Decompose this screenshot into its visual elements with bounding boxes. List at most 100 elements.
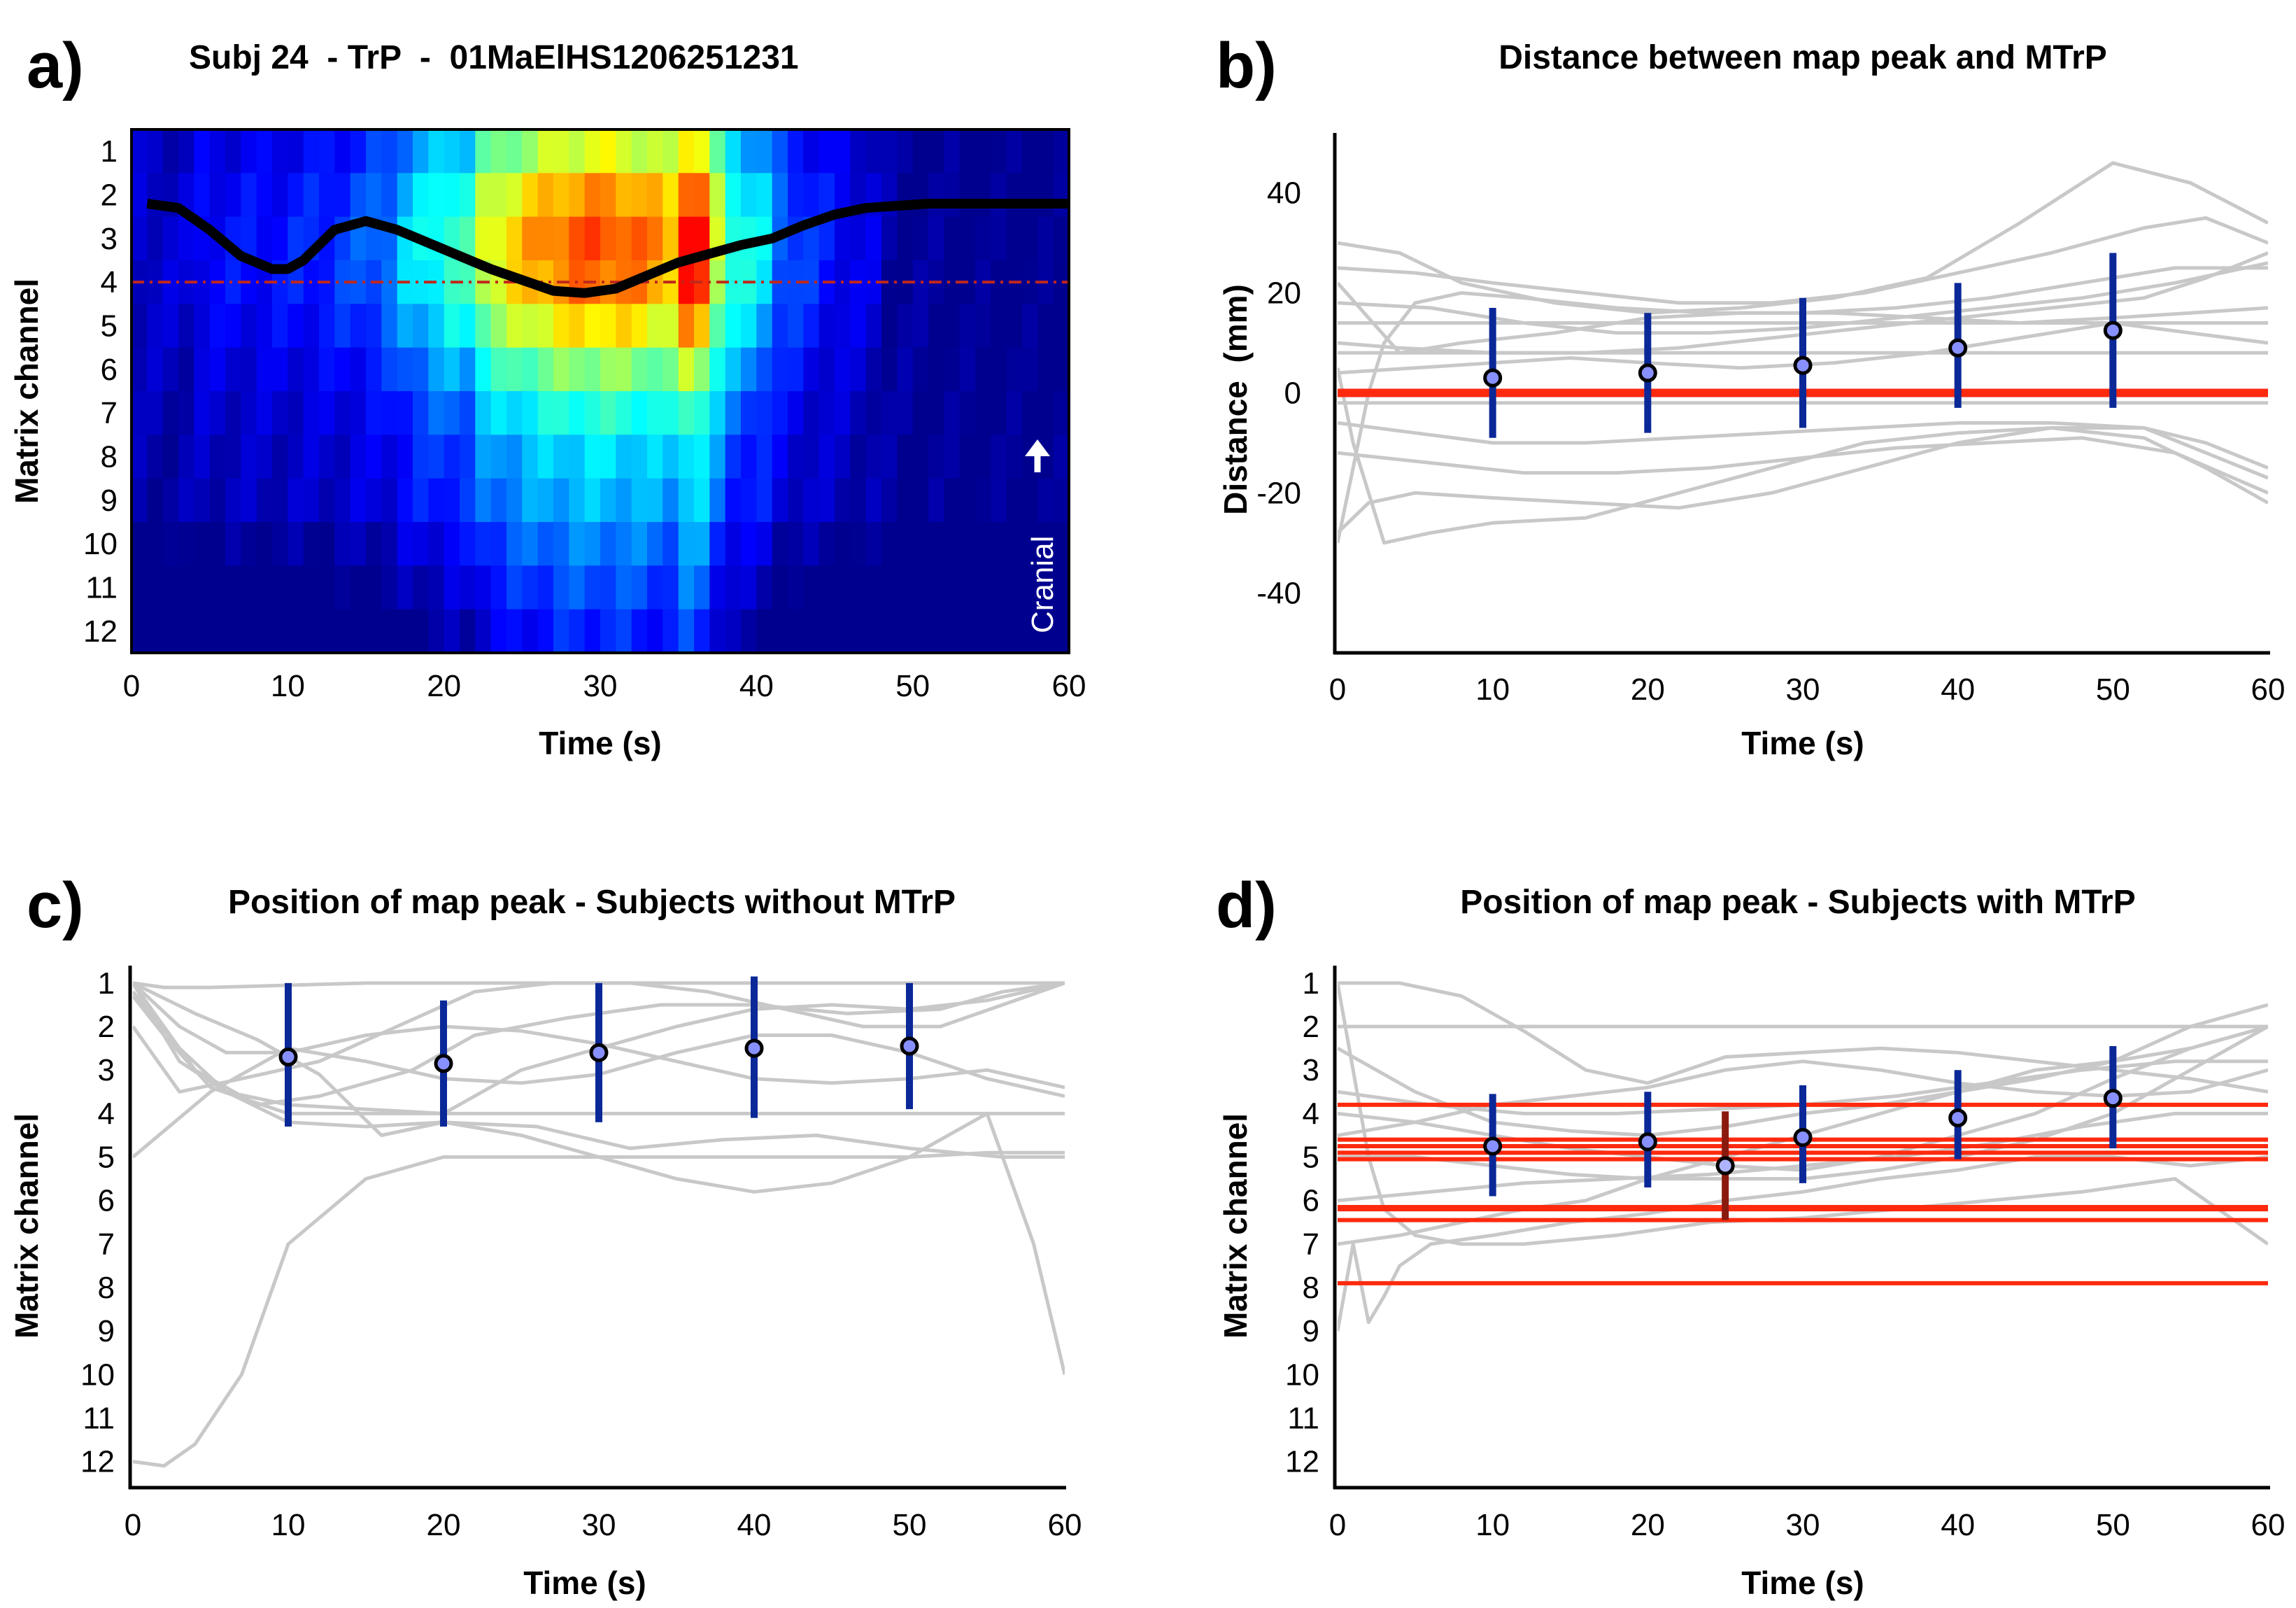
heatmap-cell xyxy=(428,129,445,174)
heatmap-cell xyxy=(881,522,898,567)
heatmap-cell xyxy=(132,435,148,479)
heatmap-cell xyxy=(241,304,257,348)
heatmap-cell xyxy=(991,129,1007,174)
mean-marker xyxy=(900,1036,919,1056)
heatmap-cell xyxy=(584,478,601,523)
heatmap-cell xyxy=(506,391,523,436)
heatmap-cell xyxy=(1053,129,1069,174)
y-tick-label: 12 xyxy=(83,614,118,649)
heatmap-cell xyxy=(741,565,758,610)
heatmap-cell xyxy=(537,129,554,174)
heatmap-cell xyxy=(1006,391,1023,436)
heatmap-cell xyxy=(1037,304,1054,348)
heatmap-cell xyxy=(709,304,726,348)
heatmap-cell xyxy=(334,609,351,653)
heatmap-cell xyxy=(865,391,882,436)
heatmap-cell xyxy=(865,260,882,305)
heatmap-cell xyxy=(1006,435,1023,479)
x-tick-label: 10 xyxy=(271,1508,306,1542)
heatmap-cell xyxy=(366,522,383,567)
heatmap-cell xyxy=(225,565,242,610)
heatmap-cell xyxy=(897,478,914,523)
heatmap-cell xyxy=(741,609,758,653)
heatmap-cell xyxy=(772,173,788,218)
heatmap-cell xyxy=(288,173,304,218)
heatmap-cell xyxy=(272,522,289,567)
heatmap-cell xyxy=(616,565,632,610)
heatmap-cell xyxy=(178,216,195,261)
heatmap-cell xyxy=(912,304,929,348)
heatmap-cell xyxy=(209,129,226,174)
heatmap-cell xyxy=(381,391,398,436)
heatmap-cell xyxy=(444,173,460,218)
heatmap-cell xyxy=(772,304,788,348)
mean-marker xyxy=(1948,1108,1968,1128)
heatmap-cell xyxy=(991,391,1007,436)
heatmap-cell xyxy=(803,260,820,305)
heatmap-cell xyxy=(569,609,586,653)
heatmap-cell xyxy=(334,173,351,218)
panel-d: d) Position of map peak - Subjects with … xyxy=(1216,870,2285,1601)
heatmap-cell xyxy=(147,391,164,436)
subject-line xyxy=(133,982,1065,1089)
heatmap-cell xyxy=(678,173,695,218)
heatmap-cell xyxy=(1037,347,1054,392)
heatmap-cell xyxy=(912,391,929,436)
heatmap-cell xyxy=(819,347,835,392)
heatmap-cell xyxy=(132,391,148,436)
heatmap-cell xyxy=(522,216,539,261)
heatmap-cell xyxy=(428,435,445,479)
heatmap-cell xyxy=(865,304,882,348)
heatmap-cell xyxy=(1006,216,1023,261)
heatmap-cell xyxy=(522,609,539,653)
heatmap-cell xyxy=(256,565,273,610)
heatmap-cell xyxy=(835,435,851,479)
heatmap-cell xyxy=(584,173,601,218)
heatmap-cell xyxy=(1053,609,1069,653)
heatmap-cell xyxy=(569,173,586,218)
heatmap-cell xyxy=(319,435,336,479)
heatmap-cell xyxy=(428,565,445,610)
heatmap-cell xyxy=(537,478,554,523)
heatmap-cell xyxy=(709,609,726,653)
heatmap-cell xyxy=(413,522,430,567)
heatmap-cell xyxy=(959,435,976,479)
heatmap-cell xyxy=(256,216,273,261)
heatmap-cell xyxy=(490,522,507,567)
heatmap-cell xyxy=(616,216,632,261)
heatmap-cell xyxy=(881,347,898,392)
y-tick-label: 1 xyxy=(1303,966,1319,1001)
heatmap-cell xyxy=(835,522,851,567)
heatmap-cell xyxy=(819,609,835,653)
heatmap-cell xyxy=(631,565,648,610)
heatmap-cell xyxy=(835,129,851,174)
heatmap-cell xyxy=(756,347,773,392)
heatmap-cell xyxy=(788,260,805,305)
heatmap-cell xyxy=(1022,173,1039,218)
heatmap-cell xyxy=(881,304,898,348)
heatmap-cell xyxy=(256,129,273,174)
heatmap-cell xyxy=(928,216,945,261)
heatmap-cell xyxy=(288,478,304,523)
axes-frame-a xyxy=(130,128,1070,654)
heatmap-cell xyxy=(490,565,507,610)
mean-marker xyxy=(1638,1132,1657,1152)
heatmap-cell xyxy=(616,304,632,348)
heatmap-cell xyxy=(460,522,476,567)
heatmap-cell xyxy=(756,304,773,348)
heatmap-cell xyxy=(928,522,945,567)
heatmap-cell xyxy=(241,522,257,567)
heatmap-cell xyxy=(460,260,476,305)
heatmap-cell xyxy=(756,478,773,523)
x-tick-label: 40 xyxy=(1941,1508,1975,1542)
heatmap-cell xyxy=(553,522,570,567)
heatmap-cell xyxy=(209,522,226,567)
heatmap-cell xyxy=(991,216,1007,261)
heatmap-cell xyxy=(819,391,835,436)
heatmap-cell xyxy=(288,522,304,567)
heatmap-cell xyxy=(537,435,554,479)
heatmap-cell xyxy=(413,609,430,653)
heatmap-cell xyxy=(413,129,430,174)
y-label-c: Matrix channel xyxy=(8,1113,45,1339)
y-tick-label: 6 xyxy=(1303,1184,1319,1218)
